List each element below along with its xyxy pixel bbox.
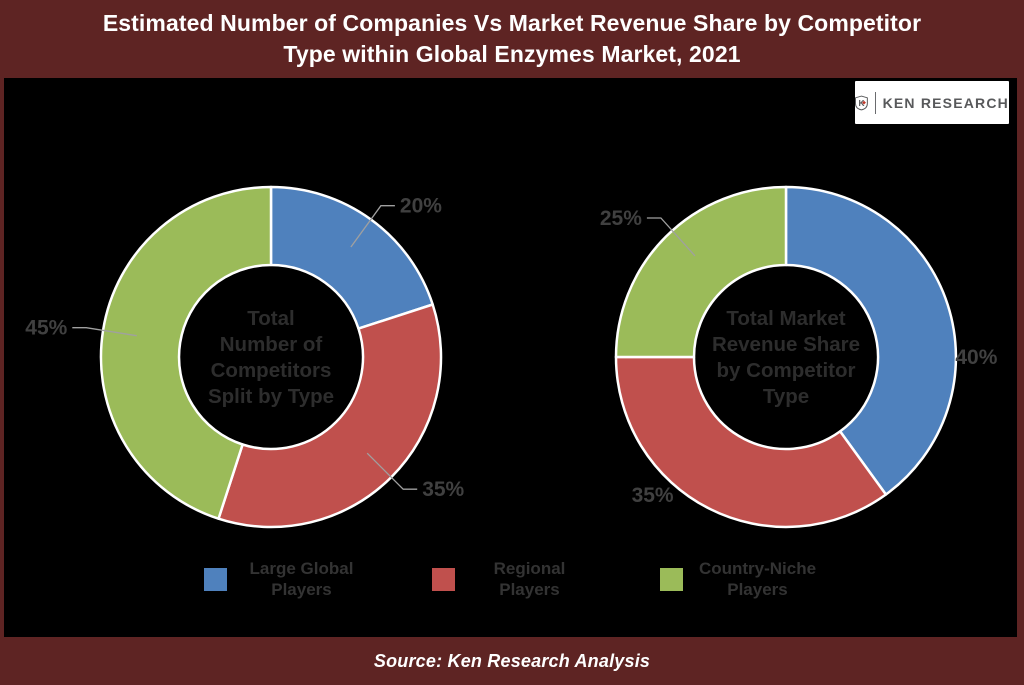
donut-companies-leader-line-1: [366, 452, 418, 490]
donut-revenue-center-label: Total Market Revenue Share by Competitor Ty…: [712, 307, 860, 408]
page-title-line-2: Type within Global Enzymes Market, 2021: [283, 41, 741, 67]
legend: Large Global Players Regional Players Co…: [4, 558, 1017, 600]
legend-item-country-niche-players: Country-Niche Players: [659, 558, 818, 600]
svg-text:K: K: [858, 97, 864, 107]
donut-companies-slice-2: [99, 185, 273, 520]
source-footer: Source: Ken Research Analysis: [0, 637, 1024, 685]
legend-item-large-global-players: Large Global Players: [203, 558, 362, 600]
donut-companies-data-label-0: 20%: [400, 195, 442, 218]
ken-research-logo: K KEN RESEARCH: [855, 81, 1009, 124]
donut-revenue-data-label-0: 40%: [955, 346, 997, 369]
donut-companies-slice-0: [269, 185, 434, 330]
source-text: Source: Ken Research Analysis: [373, 650, 651, 671]
donut-revenue-slice-0: [784, 185, 958, 496]
legend-label: Large Global Players: [249, 559, 354, 599]
legend-item-regional-players: Regional Players: [431, 558, 590, 600]
donut-companies-leader-line-2: [72, 327, 137, 337]
donut-revenue-leader-line-2: [646, 217, 696, 257]
logo-divider: [874, 91, 876, 114]
logo-shield-icon: K: [855, 95, 868, 110]
donut-revenue-data-label-2: 25%: [600, 207, 642, 230]
legend-label: Regional Players: [493, 559, 566, 599]
donut-companies-center-label: Total Number of Competitors Split by Type: [208, 307, 334, 408]
legend-label: Country-Niche Players: [698, 559, 817, 599]
donut-charts-canvas: 20% 35% 45% Total Number of Competitors Split …: [25, 185, 998, 529]
donut-revenue-slice-1: [614, 355, 888, 529]
donut-revenue-data-label-1: 35%: [632, 484, 674, 507]
donut-companies-leader-line-0: [350, 205, 395, 248]
legend-swatch-country-niche-players: [659, 567, 683, 591]
chart-area: 20% 35% 45% Total Number of Competitors Split …: [4, 78, 1017, 637]
title-bar: Estimated Number of Companies Vs Market …: [0, 0, 1024, 78]
legend-swatch-regional-players: [431, 567, 455, 591]
donut-companies-data-label-1: 35%: [422, 478, 464, 501]
page-title-line-1: Estimated Number of Companies Vs Market …: [102, 10, 922, 36]
donut-companies-data-label-2: 45%: [25, 317, 67, 340]
legend-swatch-large-global-players: [203, 567, 227, 591]
donut-revenue-slice-2: [614, 185, 788, 359]
logo-text: KEN RESEARCH: [882, 94, 1009, 111]
